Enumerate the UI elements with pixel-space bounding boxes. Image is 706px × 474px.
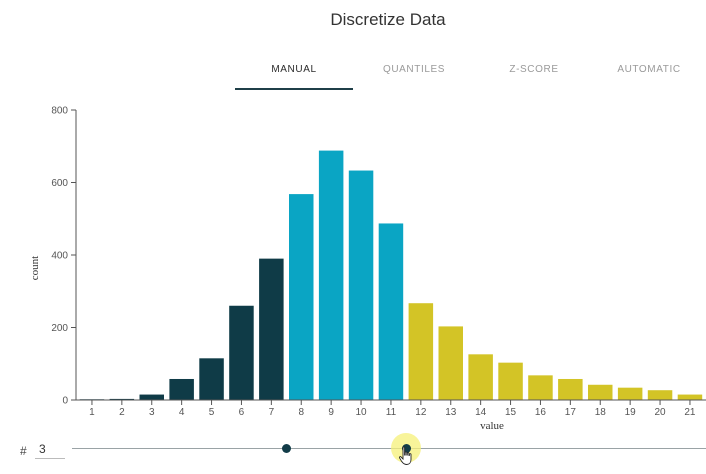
y-tick-label: 600 [51, 178, 68, 189]
bar [199, 358, 224, 400]
bar [318, 150, 344, 400]
x-tick-label: 13 [445, 407, 457, 418]
threshold-slider[interactable] [72, 433, 706, 463]
x-axis-label: value [480, 420, 504, 432]
x-tick-label: 12 [415, 407, 427, 418]
bar [558, 378, 583, 400]
bar [677, 394, 703, 400]
y-axis-label: count [29, 256, 41, 280]
y-tick-label: 200 [51, 323, 68, 334]
x-tick-label: 20 [654, 407, 666, 418]
x-axis: 1 2 3 4 5 6 7 8 9 10 11 12 13 14 15 16 17 18 19 20 21 [76, 399, 706, 418]
x-tick-label: 7 [269, 407, 275, 418]
x-tick-label: 21 [684, 407, 696, 418]
tab-z-score[interactable]: Z-SCORE [509, 64, 559, 75]
bar [139, 394, 164, 400]
bar [647, 390, 673, 400]
bar [528, 375, 553, 400]
x-tick-label: 2 [119, 407, 125, 418]
x-tick-label: 10 [355, 407, 367, 418]
y-tick-label: 800 [51, 106, 68, 117]
slider-handle-2[interactable] [401, 444, 411, 453]
tab-manual[interactable]: MANUAL [235, 60, 353, 90]
bar [109, 398, 135, 400]
bar [588, 384, 613, 400]
bar [468, 354, 493, 400]
x-tick-label: 17 [565, 407, 577, 418]
bar [498, 362, 523, 400]
bin-count-input[interactable] [35, 440, 65, 459]
x-tick-label: 1 [89, 407, 95, 418]
x-tick-label: 14 [475, 407, 487, 418]
x-tick-label: 11 [386, 407, 397, 418]
count-prefix: # [20, 444, 27, 458]
x-tick-label: 8 [298, 407, 304, 418]
x-tick-label: 5 [209, 407, 215, 418]
y-tick-label: 0 [62, 396, 68, 407]
tab-automatic[interactable]: AUTOMATIC [617, 64, 681, 75]
bar [438, 326, 463, 400]
bars [79, 150, 703, 401]
x-tick-label: 18 [595, 407, 607, 418]
x-tick-label: 19 [625, 407, 637, 418]
tab-quantiles[interactable]: QUANTILES [382, 64, 446, 75]
x-tick-label: 16 [535, 407, 547, 418]
bar [348, 170, 374, 400]
bar [259, 258, 284, 401]
bar [289, 194, 314, 400]
bar [408, 303, 434, 400]
bar [169, 378, 194, 400]
x-tick-label: 6 [239, 407, 245, 418]
bar [378, 223, 404, 400]
bar [229, 305, 254, 400]
x-tick-label: 15 [505, 407, 517, 418]
x-tick-label: 9 [328, 407, 334, 418]
slider-handle-1[interactable] [282, 444, 292, 453]
bar [617, 387, 643, 400]
x-tick-label: 4 [179, 407, 185, 418]
page-title: Discretize Data [330, 10, 446, 29]
x-tick-label: 3 [149, 407, 155, 418]
method-tabs: MANUAL QUANTILES Z-SCORE AUTOMATIC [235, 60, 706, 90]
pointer-cursor-icon [398, 446, 412, 465]
y-axis: 0 200 400 600 800 [51, 106, 77, 407]
y-tick-label: 400 [51, 251, 68, 262]
